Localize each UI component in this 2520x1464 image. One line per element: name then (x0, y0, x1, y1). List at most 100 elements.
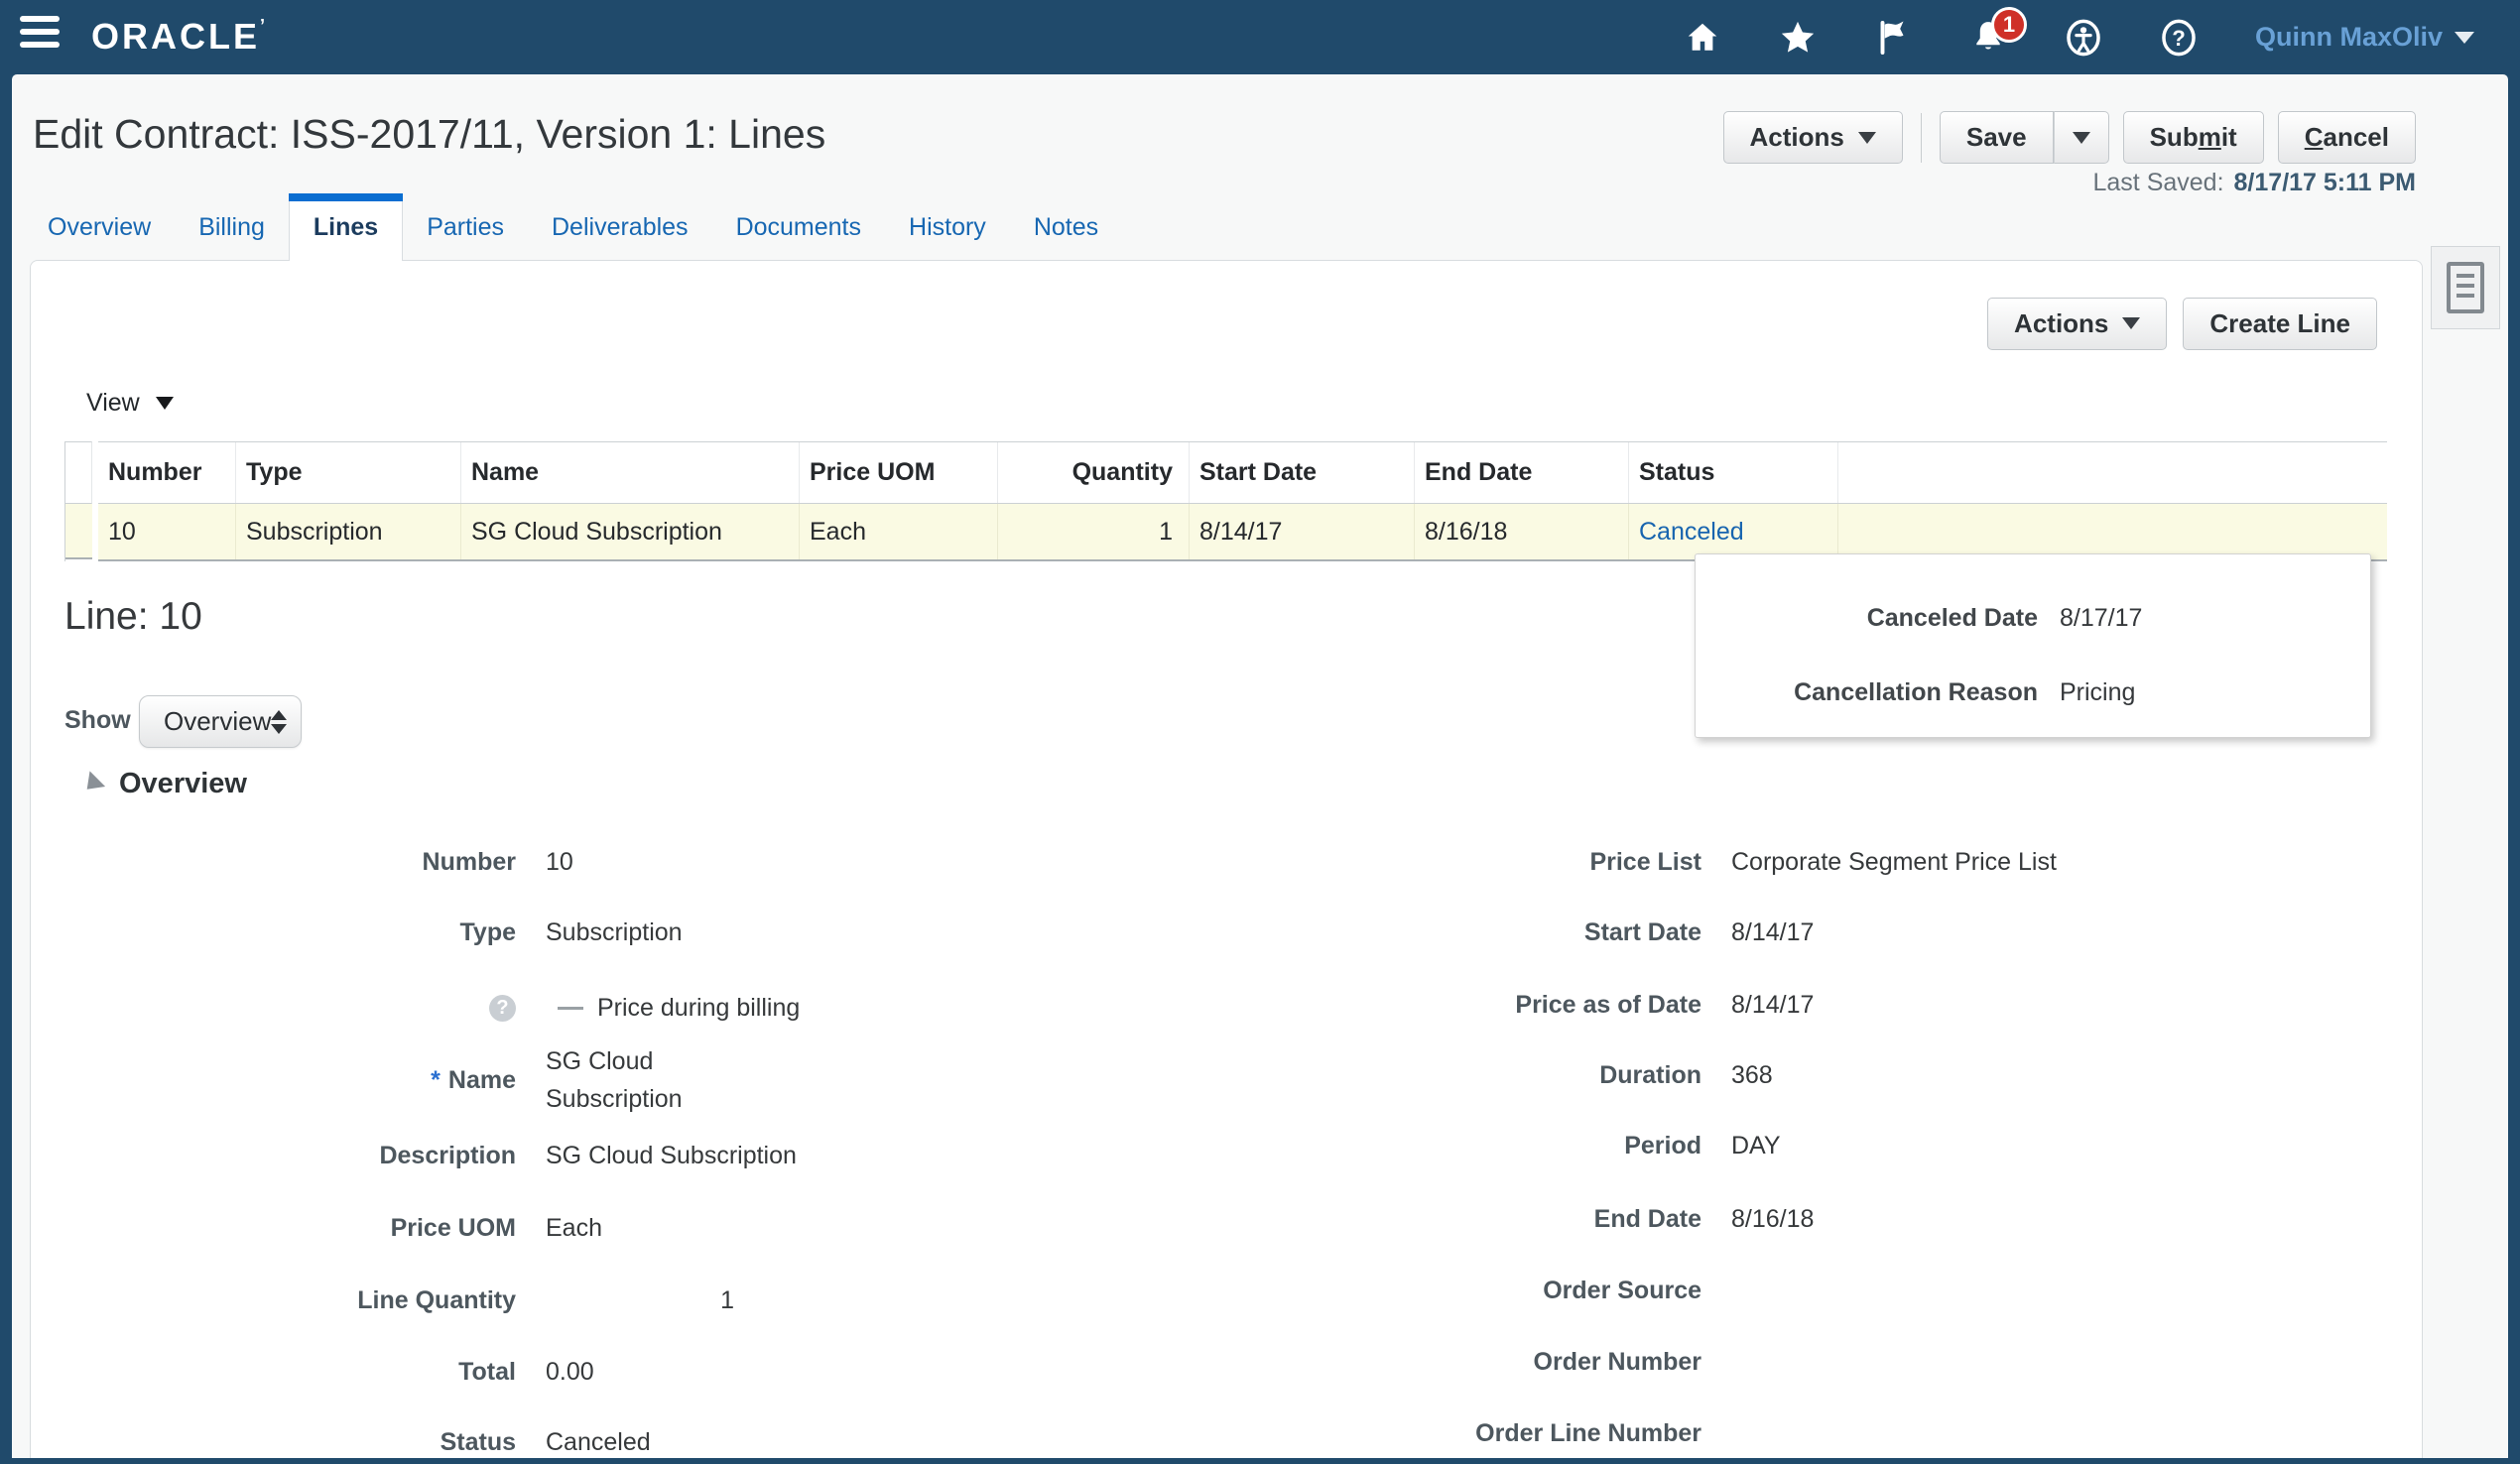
chevron-down-icon (2455, 31, 2474, 44)
overview-section-header[interactable]: Overview (78, 768, 247, 800)
cell-quantity: 1 (998, 504, 1190, 559)
last-saved-status: Last Saved: 8/17/17 5:11 PM (2092, 169, 2417, 196)
field-start-date: Start Date 8/14/17 (1583, 917, 1815, 946)
cancellation-popup: Canceled Date 8/17/17 Cancellation Reaso… (1695, 553, 2371, 738)
tab-overview[interactable]: Overview (48, 212, 152, 241)
field-order-line-number: Order Line Number (1475, 1418, 1701, 1447)
cell-status: Canceled (1629, 504, 1838, 559)
show-select-value: Overview (164, 706, 272, 736)
field-end-date: End Date 8/16/18 (1593, 1204, 1815, 1233)
header-toolbar: Actions Save Submit Cancel (1722, 111, 2416, 164)
col-header-number[interactable]: Number (98, 442, 236, 503)
cell-number: 10 (98, 504, 236, 559)
lines-table: Number Type Name Price UOM Quantity Star… (98, 441, 2387, 561)
contract-tabs: Overview Billing Lines Parties Deliverab… (48, 193, 1122, 261)
user-menu[interactable]: Quinn MaxOliv (2255, 22, 2474, 53)
active-tab-indicator (288, 193, 404, 201)
save-button[interactable]: Save (1939, 111, 2054, 164)
accessibility-icon[interactable] (2065, 19, 2102, 57)
svg-text:?: ? (2172, 25, 2186, 50)
star-favorites-icon[interactable] (1779, 19, 1817, 57)
cell-filler (1838, 504, 2387, 559)
field-price-during-billing: ? Price during billing (218, 986, 800, 1030)
oracle-logo: ORACLE’ (91, 16, 269, 57)
notification-badge[interactable]: 1 (1990, 6, 2027, 43)
document-panel-icon (2447, 262, 2484, 313)
row-selector-column (64, 441, 92, 561)
tab-billing[interactable]: Billing (198, 212, 265, 241)
row-selector-cell[interactable] (65, 504, 92, 559)
create-line-button[interactable]: Create Line (2183, 297, 2377, 350)
show-label: Show (64, 706, 131, 734)
field-total: Total 0.00 (458, 1357, 594, 1386)
save-dropdown-button[interactable] (2053, 111, 2109, 164)
lines-toolbar: Actions Create Line (1987, 297, 2377, 350)
field-order-number: Order Number (1533, 1347, 1701, 1376)
tab-history[interactable]: History (909, 212, 986, 241)
field-description: Description SG Cloud Subscription (379, 1141, 797, 1169)
tab-documents[interactable]: Documents (735, 212, 862, 241)
home-icon[interactable] (1684, 19, 1721, 57)
status-canceled-link[interactable]: Canceled (1639, 517, 1744, 546)
toolbar-separator (1920, 112, 1922, 163)
col-header-start-date[interactable]: Start Date (1190, 442, 1415, 503)
side-panel-tab[interactable] (2431, 246, 2500, 329)
tab-lines[interactable]: Lines (313, 212, 379, 241)
help-icon[interactable]: ? (2160, 19, 2198, 57)
field-price-as-of-date: Price as of Date 8/14/17 (1515, 990, 1815, 1019)
select-updown-icon (271, 709, 288, 734)
table-header-row: Number Type Name Price UOM Quantity Star… (98, 441, 2387, 504)
cell-price-uom: Each (800, 504, 998, 559)
actions-menu-button[interactable]: Actions (1722, 111, 1903, 164)
view-menu[interactable]: View (86, 389, 174, 418)
price-during-billing-label: Price during billing (597, 993, 801, 1022)
cancellation-reason-label: Cancellation Reason (1794, 677, 2038, 706)
overview-section-title: Overview (119, 768, 247, 799)
empty-value-dash (558, 1006, 583, 1010)
popup-row-canceled-date: Canceled Date 8/17/17 (1696, 596, 2370, 640)
bell-notifications-icon[interactable]: 1 (1969, 6, 2027, 57)
tab-deliverables[interactable]: Deliverables (552, 212, 689, 241)
total-link[interactable]: 0.00 (546, 1357, 594, 1386)
collapse-triangle-icon[interactable] (78, 771, 106, 797)
field-name: * Name SG Cloud Subscription (431, 1047, 683, 1113)
tab-lines-active[interactable]: Lines (288, 193, 404, 261)
col-header-quantity[interactable]: Quantity (998, 442, 1190, 503)
chevron-down-icon (155, 397, 174, 410)
hamburger-menu-icon[interactable] (20, 14, 60, 60)
cancel-button[interactable]: Cancel (2277, 111, 2416, 164)
field-status: Status Canceled (440, 1427, 651, 1456)
chevron-down-icon (2072, 131, 2090, 144)
help-circle-icon[interactable]: ? (489, 994, 516, 1022)
save-split-button: Save (1939, 111, 2109, 164)
col-header-price-uom[interactable]: Price UOM (800, 442, 998, 503)
col-header-filler (1838, 442, 2387, 503)
canceled-date-value: 8/17/17 (2060, 603, 2143, 632)
flag-watchlist-icon[interactable] (1874, 19, 1912, 57)
lines-actions-menu-button[interactable]: Actions (1987, 297, 2168, 350)
show-select[interactable]: Overview (139, 695, 302, 748)
field-order-source: Order Source (1543, 1276, 1701, 1304)
field-price-uom: Price UOM Each (390, 1213, 602, 1242)
cell-type: Subscription (236, 504, 461, 559)
tab-notes[interactable]: Notes (1033, 212, 1099, 241)
col-header-name[interactable]: Name (461, 442, 800, 503)
page-title: Edit Contract: ISS-2017/11, Version 1: L… (33, 111, 826, 157)
field-line-quantity: Line Quantity 1 (357, 1285, 734, 1314)
col-header-end-date[interactable]: End Date (1415, 442, 1629, 503)
cancellation-reason-value: Pricing (2060, 677, 2136, 706)
table-row[interactable]: 10 Subscription SG Cloud Subscription Ea… (98, 504, 2387, 561)
tab-parties[interactable]: Parties (427, 212, 504, 241)
popup-row-cancellation-reason: Cancellation Reason Pricing (1696, 671, 2370, 714)
col-header-status[interactable]: Status (1629, 442, 1838, 503)
col-header-type[interactable]: Type (236, 442, 461, 503)
submit-button[interactable]: Submit (2122, 111, 2264, 164)
chevron-down-icon (2122, 317, 2141, 329)
cell-start-date: 8/14/17 (1190, 504, 1415, 559)
field-price-list: Price List Corporate Segment Price List (1589, 847, 2057, 876)
field-number: Number 10 (422, 847, 573, 876)
field-period: Period DAY (1624, 1131, 1781, 1159)
chevron-down-icon (1857, 131, 1876, 144)
user-name[interactable]: Quinn MaxOliv (2254, 22, 2443, 52)
